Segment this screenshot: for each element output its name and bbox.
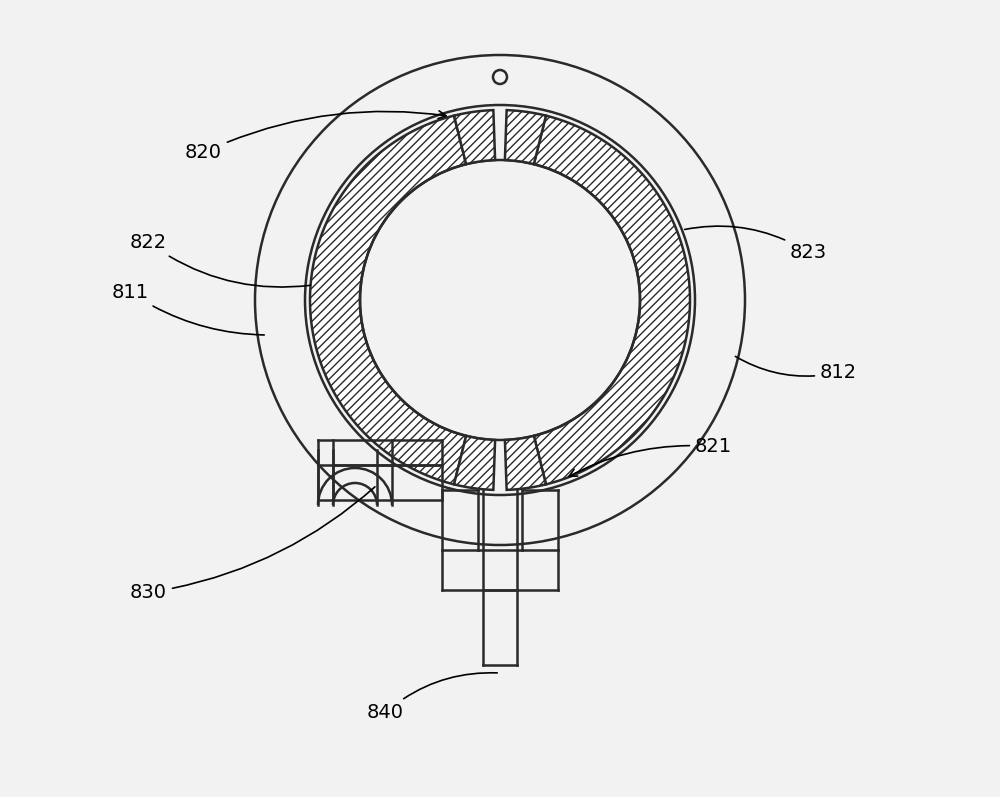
- Text: 822: 822: [130, 233, 310, 287]
- Polygon shape: [505, 436, 546, 490]
- Polygon shape: [534, 116, 690, 485]
- Polygon shape: [454, 110, 495, 164]
- Polygon shape: [505, 110, 546, 164]
- Text: 811: 811: [112, 283, 264, 335]
- Text: 820: 820: [185, 111, 446, 162]
- Text: 821: 821: [569, 437, 732, 477]
- Text: 830: 830: [130, 487, 375, 602]
- Text: 812: 812: [735, 356, 857, 382]
- Polygon shape: [454, 436, 495, 490]
- Text: 840: 840: [367, 673, 497, 722]
- Polygon shape: [310, 116, 466, 485]
- Text: 823: 823: [685, 226, 827, 262]
